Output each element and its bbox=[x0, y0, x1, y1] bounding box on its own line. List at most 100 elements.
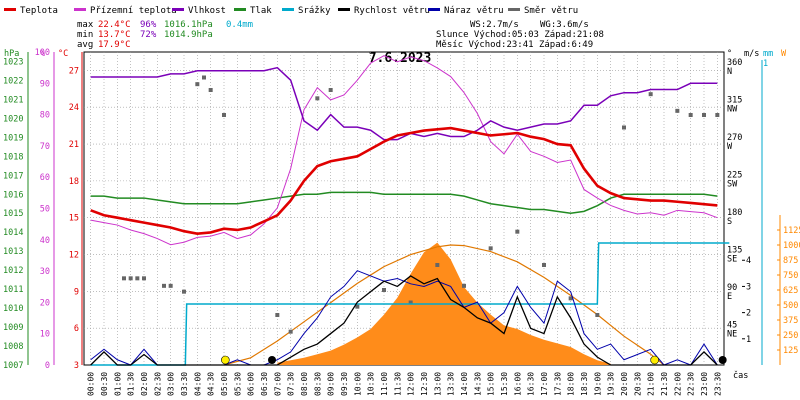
x-tick-23:00: 23:00 bbox=[700, 372, 709, 396]
tick-hpa-1007: 1007 bbox=[3, 361, 23, 371]
tick-hum-20: 20 bbox=[40, 298, 50, 308]
x-tick-13:00: 13:00 bbox=[433, 372, 442, 396]
tick-hpa-1021: 1021 bbox=[3, 95, 23, 105]
legend-swatch-6 bbox=[428, 8, 440, 11]
x-tick-14:00: 14:00 bbox=[460, 372, 469, 396]
tick-hum-60: 60 bbox=[40, 173, 50, 183]
tick-hpa-1011: 1011 bbox=[3, 285, 23, 295]
x-tick-00:30: 00:30 bbox=[100, 372, 109, 396]
x-tick-03:00: 03:00 bbox=[167, 372, 176, 396]
x-tick-22:00: 22:00 bbox=[673, 372, 682, 396]
wind-dir-dot-19 bbox=[462, 284, 466, 288]
tick-hum-30: 30 bbox=[40, 267, 50, 277]
tick-sol-750: 750 bbox=[783, 271, 798, 281]
tick-temp-3: 3 bbox=[74, 361, 79, 371]
x-tick-21:30: 21:30 bbox=[660, 372, 669, 396]
tick-hum-100: 100 bbox=[35, 48, 50, 58]
stats-max-temp: 22.4°C bbox=[98, 20, 131, 30]
stats-max-press: 1016.1hPa bbox=[164, 20, 213, 30]
legend-swatch-3 bbox=[234, 8, 246, 11]
legend-swatch-4 bbox=[282, 8, 294, 11]
tick-hum-90: 90 bbox=[40, 79, 50, 89]
wind-dir-dot-26 bbox=[649, 92, 653, 96]
stats-min-temp: 13.7°C bbox=[98, 30, 131, 40]
wind-dir-dot-2 bbox=[135, 276, 139, 280]
tick-hum-40: 40 bbox=[40, 236, 50, 246]
tick-wind-1: 1 bbox=[746, 335, 751, 345]
wind-dir-dot-6 bbox=[182, 290, 186, 294]
stats-block: max 22.4°C 96% 1016.1hPa 0.4mm min 13.7°… bbox=[77, 20, 253, 50]
legend-label-2: Vlhkost bbox=[188, 6, 226, 16]
x-tick-07:00: 07:00 bbox=[273, 372, 282, 396]
stats-max-label: max bbox=[77, 20, 94, 30]
tick-wind-4: 4 bbox=[746, 256, 751, 266]
series-ground-temp bbox=[91, 56, 718, 245]
plot-area bbox=[91, 56, 730, 365]
tick-hum-0: 0 bbox=[45, 361, 50, 371]
x-tick-06:00: 06:00 bbox=[247, 372, 256, 396]
x-tick-03:30: 03:30 bbox=[180, 372, 189, 396]
legend: Teplota Přízemní teplota Vlhkost Tlak Srážky… bbox=[4, 6, 578, 16]
x-tick-06:30: 06:30 bbox=[260, 372, 269, 396]
tick-hpa-1012: 1012 bbox=[3, 266, 23, 276]
tick-sol-500: 500 bbox=[783, 301, 798, 311]
legend-label-7: Směr větru bbox=[524, 6, 578, 16]
wind-dir-dot-21 bbox=[515, 230, 519, 234]
legend-swatch-2 bbox=[172, 8, 184, 11]
x-tick-02:30: 02:30 bbox=[153, 372, 162, 396]
stats-min-press: 1014.9hPa bbox=[164, 30, 213, 40]
axis-temp-label: °C bbox=[58, 49, 68, 59]
wind-dir-dot-9 bbox=[209, 88, 213, 92]
x-tick-15:30: 15:30 bbox=[500, 372, 509, 396]
x-tick-04:00: 04:00 bbox=[193, 372, 202, 396]
tick-temp-24: 24 bbox=[69, 103, 79, 113]
legend-label-6: Náraz větru bbox=[444, 6, 504, 16]
wind-dir-dot-18 bbox=[435, 263, 439, 267]
tick-hpa-1017: 1017 bbox=[3, 171, 23, 181]
tick-temp-9: 9 bbox=[74, 287, 79, 297]
x-tick-09:00: 09:00 bbox=[327, 372, 336, 396]
x-tick-16:00: 16:00 bbox=[513, 372, 522, 396]
x-tick-19:00: 19:00 bbox=[593, 372, 602, 396]
wind-dir-dot-0 bbox=[122, 276, 126, 280]
x-tick-12:30: 12:30 bbox=[420, 372, 429, 396]
stats-max-rain: 0.4mm bbox=[226, 20, 253, 30]
tick-hum-50: 50 bbox=[40, 205, 50, 215]
x-tick-08:30: 08:30 bbox=[313, 372, 322, 396]
legend-swatch-1 bbox=[74, 8, 86, 11]
tick-sol-375: 375 bbox=[783, 316, 798, 326]
tick-hum-10: 10 bbox=[40, 330, 50, 340]
legend-label-3: Tlak bbox=[250, 6, 272, 16]
tick-dirname-E: E bbox=[727, 292, 732, 302]
info-sun: Slunce Východ:05:03 Západ:21:08 bbox=[436, 30, 604, 40]
wind-dir-dot-16 bbox=[382, 288, 386, 292]
tick-temp-6: 6 bbox=[74, 324, 79, 334]
wind-dir-dot-13 bbox=[315, 96, 319, 100]
wind-dir-dot-22 bbox=[542, 263, 546, 267]
legend-swatch-0 bbox=[4, 8, 16, 11]
tick-dirname-W: W bbox=[727, 142, 733, 152]
stats-min-hum: 72% bbox=[140, 30, 157, 40]
x-tick-15:00: 15:00 bbox=[487, 372, 496, 396]
stats-avg-temp: 17.9°C bbox=[98, 40, 131, 50]
tick-hpa-1008: 1008 bbox=[3, 342, 23, 352]
stats-min-label: min bbox=[77, 30, 93, 40]
wind-dir-dot-14 bbox=[329, 88, 333, 92]
legend-swatch-5 bbox=[338, 8, 350, 11]
info-moon: Měsíc Východ:23:41 Západ:6:49 bbox=[436, 40, 593, 50]
tick-dirname-SE: SE bbox=[727, 255, 737, 265]
axis-rain-top: 1 bbox=[763, 59, 768, 69]
wind-dir-dot-27 bbox=[675, 109, 679, 113]
tick-dirname-NW: NW bbox=[727, 105, 738, 115]
wind-dir-dot-20 bbox=[489, 246, 493, 250]
wind-dir-dot-10 bbox=[222, 113, 226, 117]
wind-dir-dot-28 bbox=[689, 113, 693, 117]
tick-hpa-1014: 1014 bbox=[3, 228, 23, 238]
wind-dir-dot-29 bbox=[702, 113, 706, 117]
wind-dir-dot-3 bbox=[142, 276, 146, 280]
x-tick-16:30: 16:30 bbox=[527, 372, 536, 396]
tick-wind-3: 3 bbox=[746, 282, 751, 292]
tick-sol-1000: 1000 bbox=[783, 241, 800, 251]
x-tick-04:30: 04:30 bbox=[207, 372, 216, 396]
info-block: WS:2.7m/s WG:3.6m/s Slunce Východ:05:03 … bbox=[436, 20, 604, 50]
